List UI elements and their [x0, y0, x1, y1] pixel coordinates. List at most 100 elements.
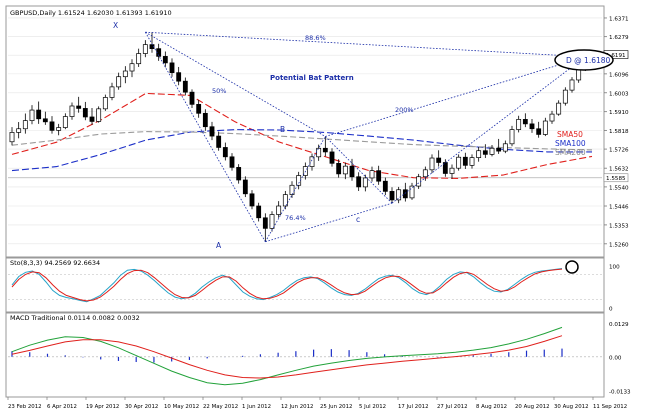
candle: [109, 82, 115, 101]
pattern-leg-cd: [391, 56, 586, 204]
candle-body-up: [549, 113, 555, 122]
target-ellipse: [554, 49, 614, 71]
y-tick-label: 1.5353: [609, 223, 629, 229]
y-tick-label: 1.5540: [609, 185, 629, 191]
x-tick-label: 11 Sep 2012: [593, 404, 627, 410]
candle-body-down: [376, 170, 382, 182]
candle-body-up: [276, 205, 282, 215]
candle-body-up: [556, 102, 562, 115]
candle: [322, 136, 328, 157]
candle-body-down: [522, 119, 528, 125]
candle: [196, 99, 202, 118]
candle-body-down: [382, 180, 388, 192]
candle-body-down: [322, 147, 328, 153]
pattern-point-b: B: [280, 125, 285, 134]
candle-body-up: [129, 63, 135, 72]
candle-body-down: [536, 128, 542, 135]
stochastic-panel-title: Sto(8,3,3) 94.2569 92.6634: [10, 259, 100, 267]
ratio-label-50: 50%: [212, 87, 226, 95]
stoch-main-line: [11, 268, 563, 303]
candle-body-up: [362, 177, 368, 188]
candle-body-down: [482, 150, 488, 155]
pattern-leg-ac: [265, 202, 393, 243]
stochastic-panel-frame: [5, 257, 605, 313]
candle-body-down: [182, 80, 188, 93]
candle: [462, 152, 468, 170]
candle-body-down: [42, 118, 48, 123]
bat-pattern: [144, 31, 586, 243]
candle: [389, 187, 395, 204]
candle-body-up: [69, 105, 75, 117]
candle-body-down: [336, 162, 342, 175]
stochastic-oscillator: 100 0: [8, 265, 620, 313]
pattern-point-x: X: [113, 21, 118, 30]
candle: [36, 101, 42, 124]
candle-body-up: [29, 109, 35, 121]
ma-line-sma200: [11, 131, 593, 151]
candle-body-down: [402, 189, 408, 199]
ma-line-sma100: [11, 129, 592, 172]
candle: [309, 153, 315, 171]
candle: [342, 162, 348, 180]
candle-body-down: [229, 156, 235, 168]
candle-body-up: [309, 156, 315, 167]
candle-body-down: [36, 109, 42, 120]
candle: [556, 100, 562, 116]
time-axis: 23 Feb 2012 6 Apr 2012 19 Apr 2012 30 Apr 2…: [7, 397, 627, 410]
candle-body-down: [356, 176, 362, 188]
candle: [409, 182, 415, 200]
macd-panel-title: MACD Traditional 0.0114 0.0082 0.0032: [10, 314, 140, 322]
candle-body-up: [316, 147, 322, 158]
moving-averages: [11, 92, 593, 179]
price-axis: 1.63711.62791.61881.60961.60031.59101.58…: [603, 16, 629, 248]
pattern-leg-ab: [264, 136, 326, 242]
pattern-point-a: A: [216, 241, 222, 250]
candle: [349, 158, 355, 181]
candle: [22, 113, 28, 134]
pattern-title: Potential Bat Pattern: [270, 74, 354, 82]
candle: [162, 51, 168, 68]
candle-body-down: [442, 162, 448, 174]
candle-body-down: [216, 135, 222, 148]
candle-body-down: [196, 104, 202, 114]
candle: [336, 159, 342, 178]
candle-body-down: [189, 91, 195, 105]
candle-body-down: [169, 62, 175, 73]
sma50-label: SMA50: [557, 130, 583, 139]
candle: [202, 109, 208, 131]
candle-body-up: [109, 86, 115, 98]
x-tick-label: 30 Aug 2012: [554, 404, 589, 410]
candle-body-down: [176, 72, 182, 82]
pattern-point-c: c: [356, 215, 360, 224]
candle-body-up: [449, 167, 455, 174]
candle: [496, 138, 502, 154]
candle: [229, 153, 235, 171]
stoch-signal-line: [11, 268, 563, 302]
candle: [129, 59, 135, 78]
macd-indicator: 0.0129 0.00 -0.0133: [8, 322, 631, 396]
candle: [9, 127, 15, 146]
candle: [429, 154, 435, 174]
candle-body-down: [256, 205, 262, 219]
candle-body-down: [202, 112, 208, 128]
candle: [402, 182, 408, 202]
macd-y-tick-label: 0.0129: [609, 322, 629, 328]
y-tick-label: 1.5910: [609, 110, 629, 116]
ratio-label-88: 88.6%: [305, 34, 326, 42]
x-tick-label: 8 Aug 2012: [476, 404, 507, 410]
candle-body-up: [102, 97, 108, 110]
x-tick-label: 30 Apr 2012: [125, 404, 158, 410]
candle-body-up: [9, 132, 15, 143]
candle-body-up: [396, 189, 402, 201]
candle: [249, 190, 255, 210]
target-label: D @ 1.6180: [566, 56, 611, 65]
candle: [456, 154, 462, 171]
candlesticks: [9, 32, 595, 242]
sma100-label: SMA100: [555, 139, 586, 148]
candle: [49, 116, 55, 134]
candle: [276, 201, 282, 218]
candle: [282, 190, 288, 210]
candle: [96, 106, 102, 123]
candle: [502, 140, 508, 154]
stoch-y-tick-label: 0: [609, 307, 613, 313]
